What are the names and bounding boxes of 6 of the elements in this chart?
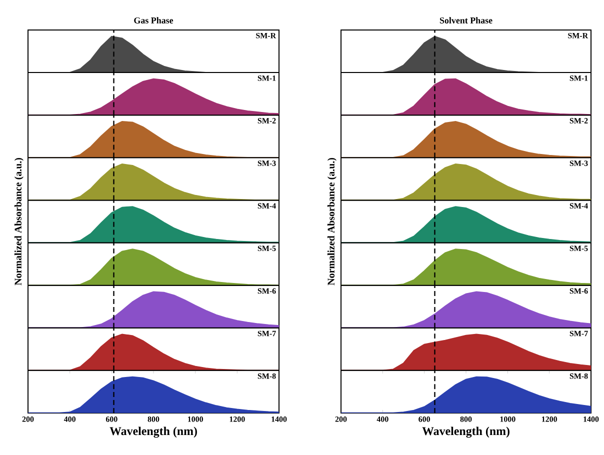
chart-title: Gas Phase [134,17,174,24]
y-axis-title: Normalized Absorbance (a.u.) [14,158,24,286]
x-axis-title: Wavelength (nm) [110,426,197,438]
x-axis-title: Wavelength (nm) [422,426,510,438]
chart-title: Solvent Phase [440,17,492,24]
y-axis-title: Normalized Absorbance (a.u.) [327,158,336,286]
